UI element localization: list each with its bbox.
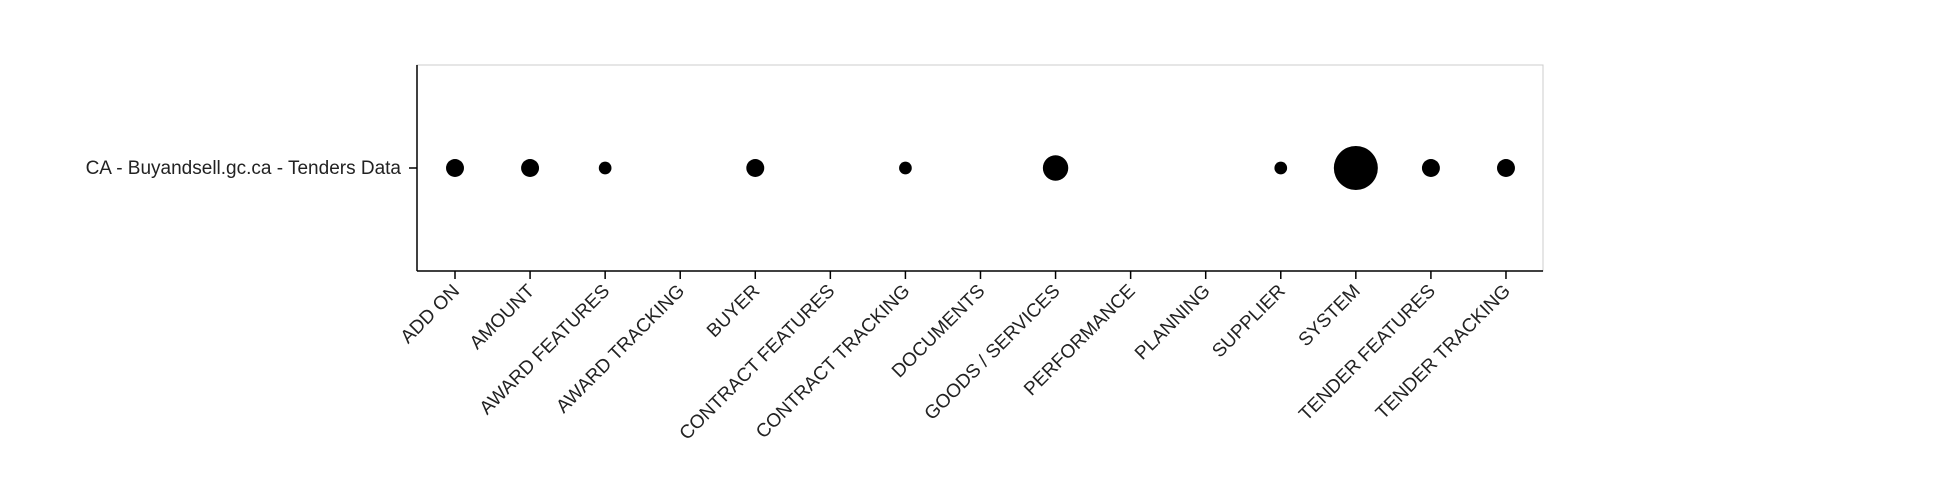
x-tick-label: CONTRACT TRACKING	[752, 281, 914, 443]
x-tick-label: CONTRACT FEATURES	[676, 281, 840, 445]
x-tick-label: BUYER	[703, 281, 764, 342]
x-tick-label: PLANNING	[1131, 281, 1215, 365]
data-point	[1042, 155, 1069, 181]
data-point	[1421, 159, 1440, 177]
x-tick-label: AWARD FEATURES	[476, 281, 614, 419]
y-axis-ticks: CA - Buyandsell.gc.ca - Tenders Data	[86, 158, 417, 179]
data-point	[446, 159, 464, 177]
data-point	[899, 161, 912, 175]
x-tick-label: SUPPLIER	[1208, 281, 1289, 362]
x-tick-label: TENDER FEATURES	[1295, 281, 1439, 425]
data-points	[446, 146, 1515, 190]
x-tick-label: AWARD TRACKING	[552, 281, 689, 418]
x-tick-label: AMOUNT	[466, 280, 539, 353]
y-tick-label: CA - Buyandsell.gc.ca - Tenders Data	[86, 158, 402, 179]
data-point	[1333, 146, 1378, 190]
data-point	[598, 161, 612, 175]
x-tick-label: ADD ON	[397, 281, 464, 348]
data-point	[1497, 159, 1515, 177]
data-point	[521, 159, 540, 177]
x-tick-label: SYSTEM	[1295, 281, 1365, 351]
x-tick-label: TENDER TRACKING	[1372, 281, 1515, 424]
data-point	[746, 159, 765, 177]
x-tick-label: GOODS / SERVICES	[921, 281, 1065, 425]
data-point	[1274, 161, 1288, 175]
